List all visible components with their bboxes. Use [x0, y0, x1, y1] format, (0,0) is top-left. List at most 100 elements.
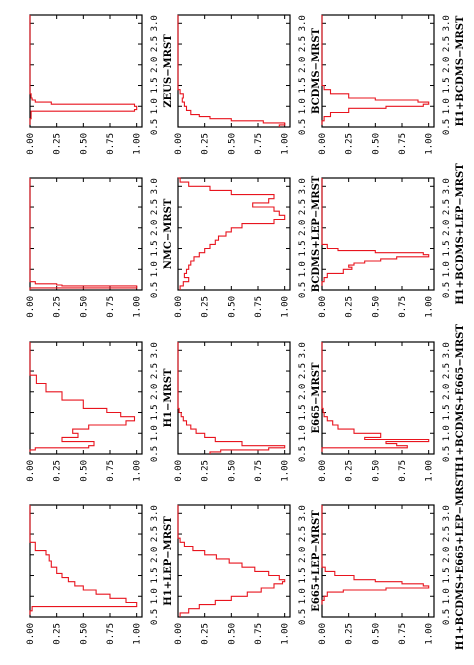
y-tick-label: 0.25 — [201, 460, 211, 482]
x-tick-label: 0.5 — [298, 282, 308, 298]
panel-10: 0.00 0.25 0.50 0.75 1.00 0.5 1.0 1.5 2.0 2.5 3.0 H1… — [318, 163, 466, 318]
x-tick-label: 3.0 — [150, 342, 160, 358]
y-tick-label: 0.75 — [106, 296, 116, 318]
x-tick-label: 1.0 — [150, 261, 160, 277]
y-tick-label: 0.75 — [398, 296, 408, 318]
y-tick-label: 1.00 — [425, 623, 435, 645]
panel-title: ZEUS−MRST — [163, 34, 174, 108]
x-tick-label: 1.0 — [298, 98, 308, 114]
x-tick-label: 3.0 — [442, 15, 452, 31]
panel-7: 0.00 0.25 0.50 0.75 1.00 0.5 1.0 1.5 2.0 2.5 3.0E6… — [174, 341, 322, 482]
y-tick-label: 0.50 — [227, 460, 237, 482]
y-tick-label: 0.25 — [53, 133, 63, 155]
x-tick-label: 1.5 — [150, 77, 160, 93]
y-tick-label: 0.00 — [318, 296, 328, 318]
x-tick-label: 1.0 — [298, 425, 308, 441]
y-tick-label: 0.00 — [318, 133, 328, 155]
x-tick-label: 2.0 — [298, 547, 308, 563]
y-tick-label: 0.25 — [201, 133, 211, 155]
x-tick-label: 2.0 — [150, 384, 160, 400]
panel-6: 0.00 0.25 0.50 0.75 1.00 0.5 1.0 1.5 2.0 2.5 3.0 BC… — [174, 175, 322, 318]
y-tick-label: 0.25 — [345, 296, 355, 318]
x-tick-label: 2.0 — [298, 220, 308, 236]
x-tick-label: 0.5 — [298, 609, 308, 625]
x-tick-label: 2.5 — [298, 363, 308, 379]
panel-title: BCDMS−MRST — [311, 27, 322, 114]
y-tick-label: 0.00 — [26, 623, 36, 645]
x-tick-label: 3.0 — [298, 15, 308, 31]
x-tick-label: 1.5 — [442, 567, 452, 583]
y-tick-label: 0.50 — [79, 623, 89, 645]
x-tick-label: 1.5 — [298, 404, 308, 420]
panel-8: 0.00 0.25 0.50 0.75 1.00 0.5 1.0 1.5 2.0 2.5 3.0 E6… — [174, 504, 322, 645]
x-tick-label: 0.5 — [150, 446, 160, 462]
x-tick-label: 1.5 — [442, 77, 452, 93]
x-tick-label: 1.5 — [442, 240, 452, 256]
series-line — [177, 505, 286, 617]
panel-title: BCDMS+LEP−MRST — [311, 175, 322, 292]
x-tick-label: 2.5 — [150, 363, 160, 379]
panel-11: 0.00 0.25 0.50 0.75 1.00 0.5 1.0 1.5 2.0 2.5 3.0 H1… — [318, 324, 466, 482]
series-line — [29, 178, 138, 290]
y-tick-label: 0.75 — [254, 296, 264, 318]
x-tick-label: 3.0 — [442, 178, 452, 194]
series-line — [29, 342, 136, 452]
plot-frame — [29, 14, 143, 128]
panel-5: 0.00 0.25 0.50 0.75 1.00 0.5 1.0 1.5 2.0 2.5 3.0BC… — [174, 14, 322, 155]
y-tick-label: 0.00 — [174, 296, 184, 318]
x-tick-label: 0.5 — [442, 609, 452, 625]
series-line — [29, 15, 138, 125]
plot-frame — [177, 177, 291, 291]
y-tick-label: 0.50 — [371, 460, 381, 482]
x-tick-label: 0.5 — [442, 119, 452, 135]
x-tick-label: 2.0 — [298, 57, 308, 73]
panel-9: 0.00 0.25 0.50 0.75 1.00 0.5 1.0 1.5 2.0 2.5 3.0 H1… — [318, 14, 466, 155]
panel-title: H1+BCDMS+E665+LEP−MRST — [455, 471, 466, 650]
x-tick-label: 1.0 — [150, 98, 160, 114]
x-tick-label: 0.5 — [150, 119, 160, 135]
y-tick-label: 0.75 — [398, 460, 408, 482]
y-tick-label: 1.00 — [133, 296, 143, 318]
y-tick-label: 0.75 — [106, 623, 116, 645]
y-tick-label: 0.25 — [345, 623, 355, 645]
y-tick-label: 1.00 — [133, 133, 143, 155]
series-line — [177, 342, 286, 454]
panel-title: H1−MRST — [163, 368, 174, 427]
y-tick-label: 0.00 — [26, 460, 36, 482]
y-tick-label: 0.25 — [345, 133, 355, 155]
x-tick-label: 2.0 — [150, 57, 160, 73]
panel-title: H1+LEP−MRST — [163, 516, 174, 606]
x-tick-label: 2.5 — [298, 526, 308, 542]
y-tick-label: 1.00 — [133, 623, 143, 645]
panel-title: H1+BCDMS−MRST — [455, 15, 466, 126]
panel-title: H1+BCDMS+LEP−MRST — [455, 163, 466, 305]
y-tick-label: 0.75 — [254, 460, 264, 482]
y-tick-label: 1.00 — [133, 460, 143, 482]
x-tick-label: 1.5 — [298, 567, 308, 583]
panel-12: 0.00 0.25 0.50 0.75 1.00 0.5 1.0 1.5 2.0 2.5 3.0 H1… — [318, 471, 466, 650]
series-line — [177, 15, 286, 127]
x-tick-label: 3.0 — [150, 505, 160, 521]
series-line — [321, 342, 430, 452]
y-tick-label: 0.00 — [26, 296, 36, 318]
plot-frame — [177, 504, 291, 618]
x-tick-label: 3.0 — [150, 178, 160, 194]
panel-title: NMC−MRST — [163, 198, 174, 269]
x-tick-label: 3.0 — [442, 342, 452, 358]
x-tick-label: 1.5 — [150, 240, 160, 256]
y-tick-label: 1.00 — [425, 460, 435, 482]
x-tick-label: 2.0 — [442, 547, 452, 563]
panel-title: E665−MRST — [311, 362, 322, 433]
y-tick-label: 0.50 — [79, 460, 89, 482]
x-tick-label: 2.5 — [442, 526, 452, 542]
x-tick-label: 1.0 — [442, 98, 452, 114]
x-tick-label: 2.5 — [150, 199, 160, 215]
y-tick-label: 0.75 — [106, 460, 116, 482]
x-tick-label: 0.5 — [442, 446, 452, 462]
y-tick-label: 0.50 — [79, 133, 89, 155]
x-tick-label: 1.0 — [298, 261, 308, 277]
x-tick-label: 2.5 — [150, 526, 160, 542]
y-tick-label: 0.75 — [254, 133, 264, 155]
series-line — [178, 177, 286, 290]
x-tick-label: 1.0 — [442, 588, 452, 604]
